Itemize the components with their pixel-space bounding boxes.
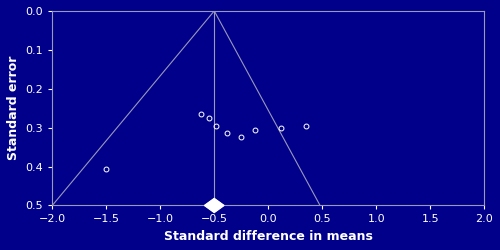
Polygon shape bbox=[204, 198, 224, 212]
X-axis label: Standard difference in means: Standard difference in means bbox=[164, 230, 372, 243]
Y-axis label: Standard error: Standard error bbox=[7, 56, 20, 160]
